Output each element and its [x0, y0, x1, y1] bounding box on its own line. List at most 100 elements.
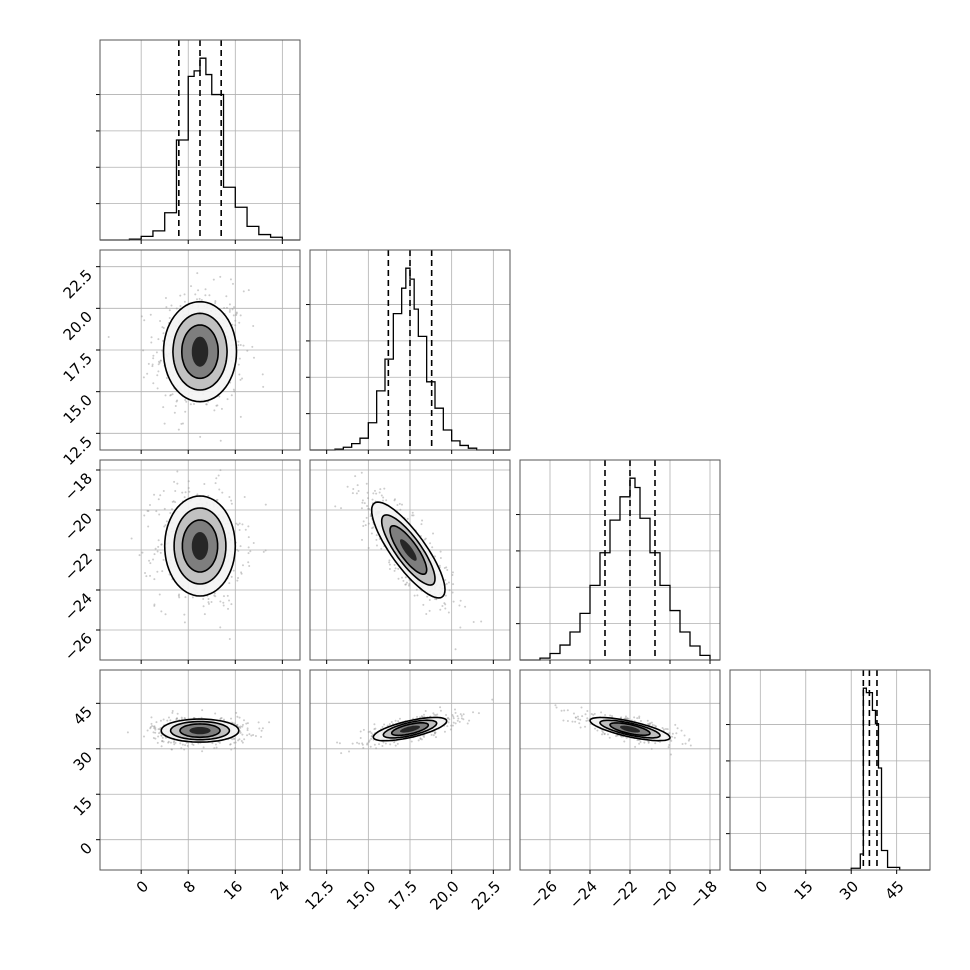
sample-point: [566, 719, 569, 722]
sample-point: [163, 422, 166, 425]
sample-point: [251, 345, 254, 348]
sample-point: [183, 300, 186, 303]
x-tick-label: 24: [267, 877, 293, 903]
sample-point: [107, 336, 110, 339]
density-contour: [191, 336, 209, 367]
sample-point: [153, 725, 156, 728]
panel-content: [130, 469, 267, 641]
sample-point: [638, 717, 641, 720]
sample-point: [152, 357, 155, 360]
sample-point: [370, 732, 373, 735]
sample-point: [231, 738, 234, 741]
sample-point: [452, 717, 455, 720]
sample-point: [606, 733, 609, 736]
panel-content: [554, 704, 692, 756]
sample-point: [179, 742, 182, 745]
sample-point: [240, 740, 243, 743]
sample-point: [411, 511, 414, 514]
sample-point: [148, 504, 151, 507]
sample-point: [578, 722, 581, 725]
sample-point: [241, 723, 244, 726]
panel-content: [334, 471, 483, 651]
sample-point: [157, 360, 160, 363]
sample-point: [161, 570, 164, 573]
sample-point: [152, 382, 155, 385]
sample-point: [236, 579, 239, 582]
sample-point: [466, 722, 469, 725]
sample-point: [241, 564, 244, 567]
sample-point: [142, 349, 145, 352]
sample-point: [375, 538, 378, 541]
sample-point: [178, 596, 181, 599]
sample-point: [361, 742, 364, 745]
sample-point: [187, 480, 190, 483]
sample-point: [232, 388, 235, 391]
sample-point: [154, 737, 157, 740]
sample-point: [237, 340, 240, 343]
sample-point: [164, 394, 167, 397]
sample-point: [393, 498, 396, 501]
sample-point: [457, 717, 460, 720]
sample-point: [233, 306, 236, 309]
sample-point: [364, 524, 367, 527]
sample-point: [664, 727, 667, 730]
sample-point: [396, 742, 399, 745]
sample-point: [454, 722, 457, 725]
sample-point: [602, 731, 605, 734]
sample-point: [334, 505, 337, 508]
sample-point: [150, 341, 153, 344]
sample-point: [203, 613, 206, 616]
sample-point: [183, 496, 186, 499]
sample-point: [668, 744, 671, 747]
x-tick-label: 15.0: [343, 877, 379, 913]
sample-point: [369, 745, 372, 748]
sample-point: [462, 713, 465, 716]
sample-point: [167, 716, 170, 719]
sample-point: [246, 729, 249, 732]
sample-point: [174, 405, 177, 408]
sample-point: [422, 603, 425, 606]
sample-point: [384, 742, 387, 745]
sample-point: [235, 711, 238, 714]
sample-point: [248, 565, 251, 568]
sample-point: [452, 721, 455, 724]
sample-point: [184, 596, 187, 599]
y-tick-label: −24: [61, 589, 96, 624]
sample-point: [242, 344, 245, 347]
sample-point: [153, 727, 156, 730]
sample-point: [239, 378, 242, 381]
sample-point: [222, 604, 225, 607]
sample-point: [601, 733, 604, 736]
sample-point: [443, 602, 446, 605]
sample-point: [574, 720, 577, 723]
sample-point: [667, 746, 670, 749]
sample-point: [394, 567, 397, 570]
sample-point: [594, 727, 597, 730]
sample-point: [623, 740, 626, 743]
x-tick-label: −18: [686, 877, 721, 912]
sample-point: [638, 742, 641, 745]
sample-point: [572, 712, 575, 715]
sample-point: [410, 740, 413, 743]
sample-point: [560, 709, 563, 712]
sample-point: [397, 567, 400, 570]
sample-point: [451, 571, 454, 574]
sample-point: [165, 306, 168, 309]
sample-point: [196, 298, 199, 301]
sample-point: [231, 323, 234, 326]
sample-point: [152, 558, 155, 561]
sample-point: [639, 741, 642, 744]
sample-point: [183, 717, 186, 720]
sample-point: [389, 743, 392, 746]
sample-point: [390, 720, 393, 723]
sample-point: [374, 727, 377, 730]
sample-point: [444, 594, 447, 597]
sample-point: [238, 357, 241, 360]
sample-point: [268, 721, 271, 724]
panel-frame: [99, 39, 301, 241]
sample-point: [239, 730, 242, 733]
x-tick-label: 20.0: [426, 877, 462, 913]
sample-point: [220, 717, 223, 720]
sample-point: [666, 728, 669, 731]
